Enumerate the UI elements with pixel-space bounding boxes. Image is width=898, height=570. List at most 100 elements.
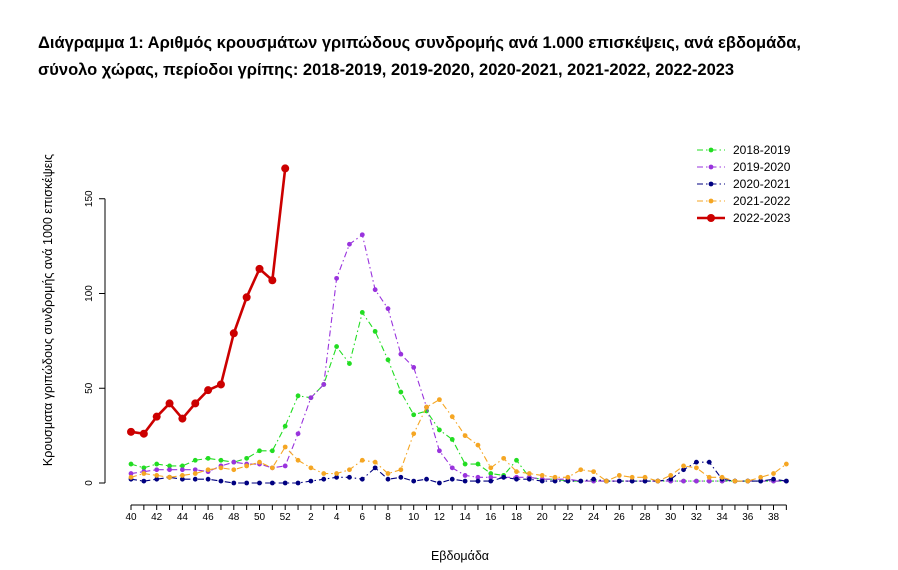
data-point bbox=[449, 476, 455, 482]
x-tick-label: 10 bbox=[408, 512, 420, 523]
data-point bbox=[295, 393, 301, 399]
data-point bbox=[449, 437, 455, 442]
data-point bbox=[565, 474, 571, 480]
data-point bbox=[732, 478, 738, 484]
data-point bbox=[488, 471, 494, 476]
x-tick-label: 28 bbox=[639, 512, 651, 523]
data-point bbox=[218, 457, 224, 463]
data-point bbox=[141, 471, 147, 476]
data-point bbox=[411, 478, 417, 484]
data-point bbox=[178, 414, 187, 423]
data-point bbox=[257, 459, 262, 465]
legend-label: 2022-2023 bbox=[733, 211, 791, 225]
data-point bbox=[192, 471, 198, 476]
legend: 2018-2019 2019-2020 2020-2021 2021-2022 2022… bbox=[697, 143, 791, 225]
series-2018-2019 bbox=[128, 310, 789, 484]
x-tick-label: 14 bbox=[460, 512, 472, 523]
data-point bbox=[334, 471, 339, 476]
data-point bbox=[694, 459, 699, 465]
y-axis-label: Κρουσματα γριπώδους συνδρομής ανά 1000 ε… bbox=[41, 154, 55, 466]
data-point bbox=[694, 478, 699, 484]
data-point bbox=[783, 461, 789, 467]
x-axis-label: Εβδομάδα bbox=[431, 549, 489, 563]
data-point bbox=[154, 473, 160, 478]
data-point bbox=[475, 474, 481, 480]
data-point bbox=[152, 412, 161, 421]
data-point bbox=[229, 329, 238, 338]
x-tick-label: 50 bbox=[254, 512, 266, 523]
data-point bbox=[411, 431, 417, 437]
data-point bbox=[308, 465, 314, 471]
data-point bbox=[180, 463, 185, 469]
legend-label: 2019-2020 bbox=[733, 160, 791, 174]
data-point bbox=[565, 478, 571, 484]
y-tick-label: 0 bbox=[84, 480, 95, 486]
chart-title-line-1: Διάγραμμα 1: Αριθμός κρουσμάτων γριπώδου… bbox=[38, 34, 801, 52]
legend-label: 2018-2019 bbox=[733, 143, 791, 157]
y-tick-label: 150 bbox=[84, 190, 95, 207]
data-point bbox=[372, 465, 378, 471]
x-tick-label: 2 bbox=[308, 512, 314, 523]
x-tick-label: 42 bbox=[151, 512, 163, 523]
x-tick-label: 38 bbox=[768, 512, 780, 523]
data-point bbox=[783, 478, 789, 484]
data-point bbox=[268, 276, 277, 285]
data-point bbox=[141, 465, 147, 471]
data-point bbox=[437, 448, 442, 454]
x-tick-label: 36 bbox=[742, 512, 754, 523]
data-point bbox=[295, 431, 301, 437]
x-tick-label: 26 bbox=[614, 512, 626, 523]
data-point bbox=[347, 361, 352, 367]
data-point bbox=[488, 465, 494, 471]
data-point bbox=[165, 399, 174, 408]
x-tick-label: 52 bbox=[280, 512, 292, 523]
data-point bbox=[218, 478, 224, 484]
series-line bbox=[130, 234, 787, 482]
data-point bbox=[231, 480, 237, 486]
data-point bbox=[526, 471, 532, 476]
data-point bbox=[719, 474, 725, 480]
data-point bbox=[244, 455, 250, 461]
data-point bbox=[359, 232, 365, 238]
chart-title-line-2: σύνολο χώρας, περίοδοι γρίπης: 2018-2019… bbox=[38, 61, 735, 79]
data-point bbox=[385, 471, 391, 476]
data-point bbox=[475, 442, 481, 448]
data-point bbox=[385, 357, 391, 363]
data-point bbox=[127, 427, 135, 436]
data-point bbox=[255, 264, 264, 273]
x-tick-label: 22 bbox=[562, 512, 574, 523]
data-point bbox=[282, 463, 288, 469]
data-point bbox=[668, 473, 674, 478]
series-2021-2022 bbox=[128, 397, 789, 484]
data-point bbox=[616, 478, 622, 484]
data-point bbox=[398, 467, 404, 473]
legend-item: 2022-2023 bbox=[697, 211, 791, 225]
data-point bbox=[295, 457, 301, 463]
data-point bbox=[681, 467, 686, 473]
data-point bbox=[141, 478, 147, 484]
legend-item: 2019-2020 bbox=[697, 160, 791, 174]
x-tick-label: 44 bbox=[177, 512, 189, 523]
data-point bbox=[282, 423, 288, 429]
data-point bbox=[321, 476, 327, 482]
legend-marker bbox=[708, 164, 714, 170]
data-point bbox=[501, 455, 507, 461]
data-point bbox=[462, 461, 468, 467]
data-point bbox=[449, 465, 455, 471]
data-point bbox=[411, 412, 417, 418]
chart-title: Διάγραμμα 1: Αριθμός κρουσμάτων γριπώδου… bbox=[38, 30, 888, 84]
data-point bbox=[154, 476, 160, 482]
legend-marker bbox=[707, 214, 715, 222]
data-point bbox=[629, 474, 635, 480]
data-point bbox=[128, 471, 134, 476]
data-point bbox=[758, 478, 764, 484]
data-point bbox=[488, 478, 494, 484]
data-point bbox=[204, 386, 213, 395]
data-point bbox=[192, 476, 198, 482]
data-point bbox=[282, 480, 288, 486]
data-point bbox=[462, 478, 468, 484]
data-point bbox=[321, 471, 327, 476]
data-point bbox=[282, 444, 288, 450]
legend-marker bbox=[708, 147, 714, 153]
